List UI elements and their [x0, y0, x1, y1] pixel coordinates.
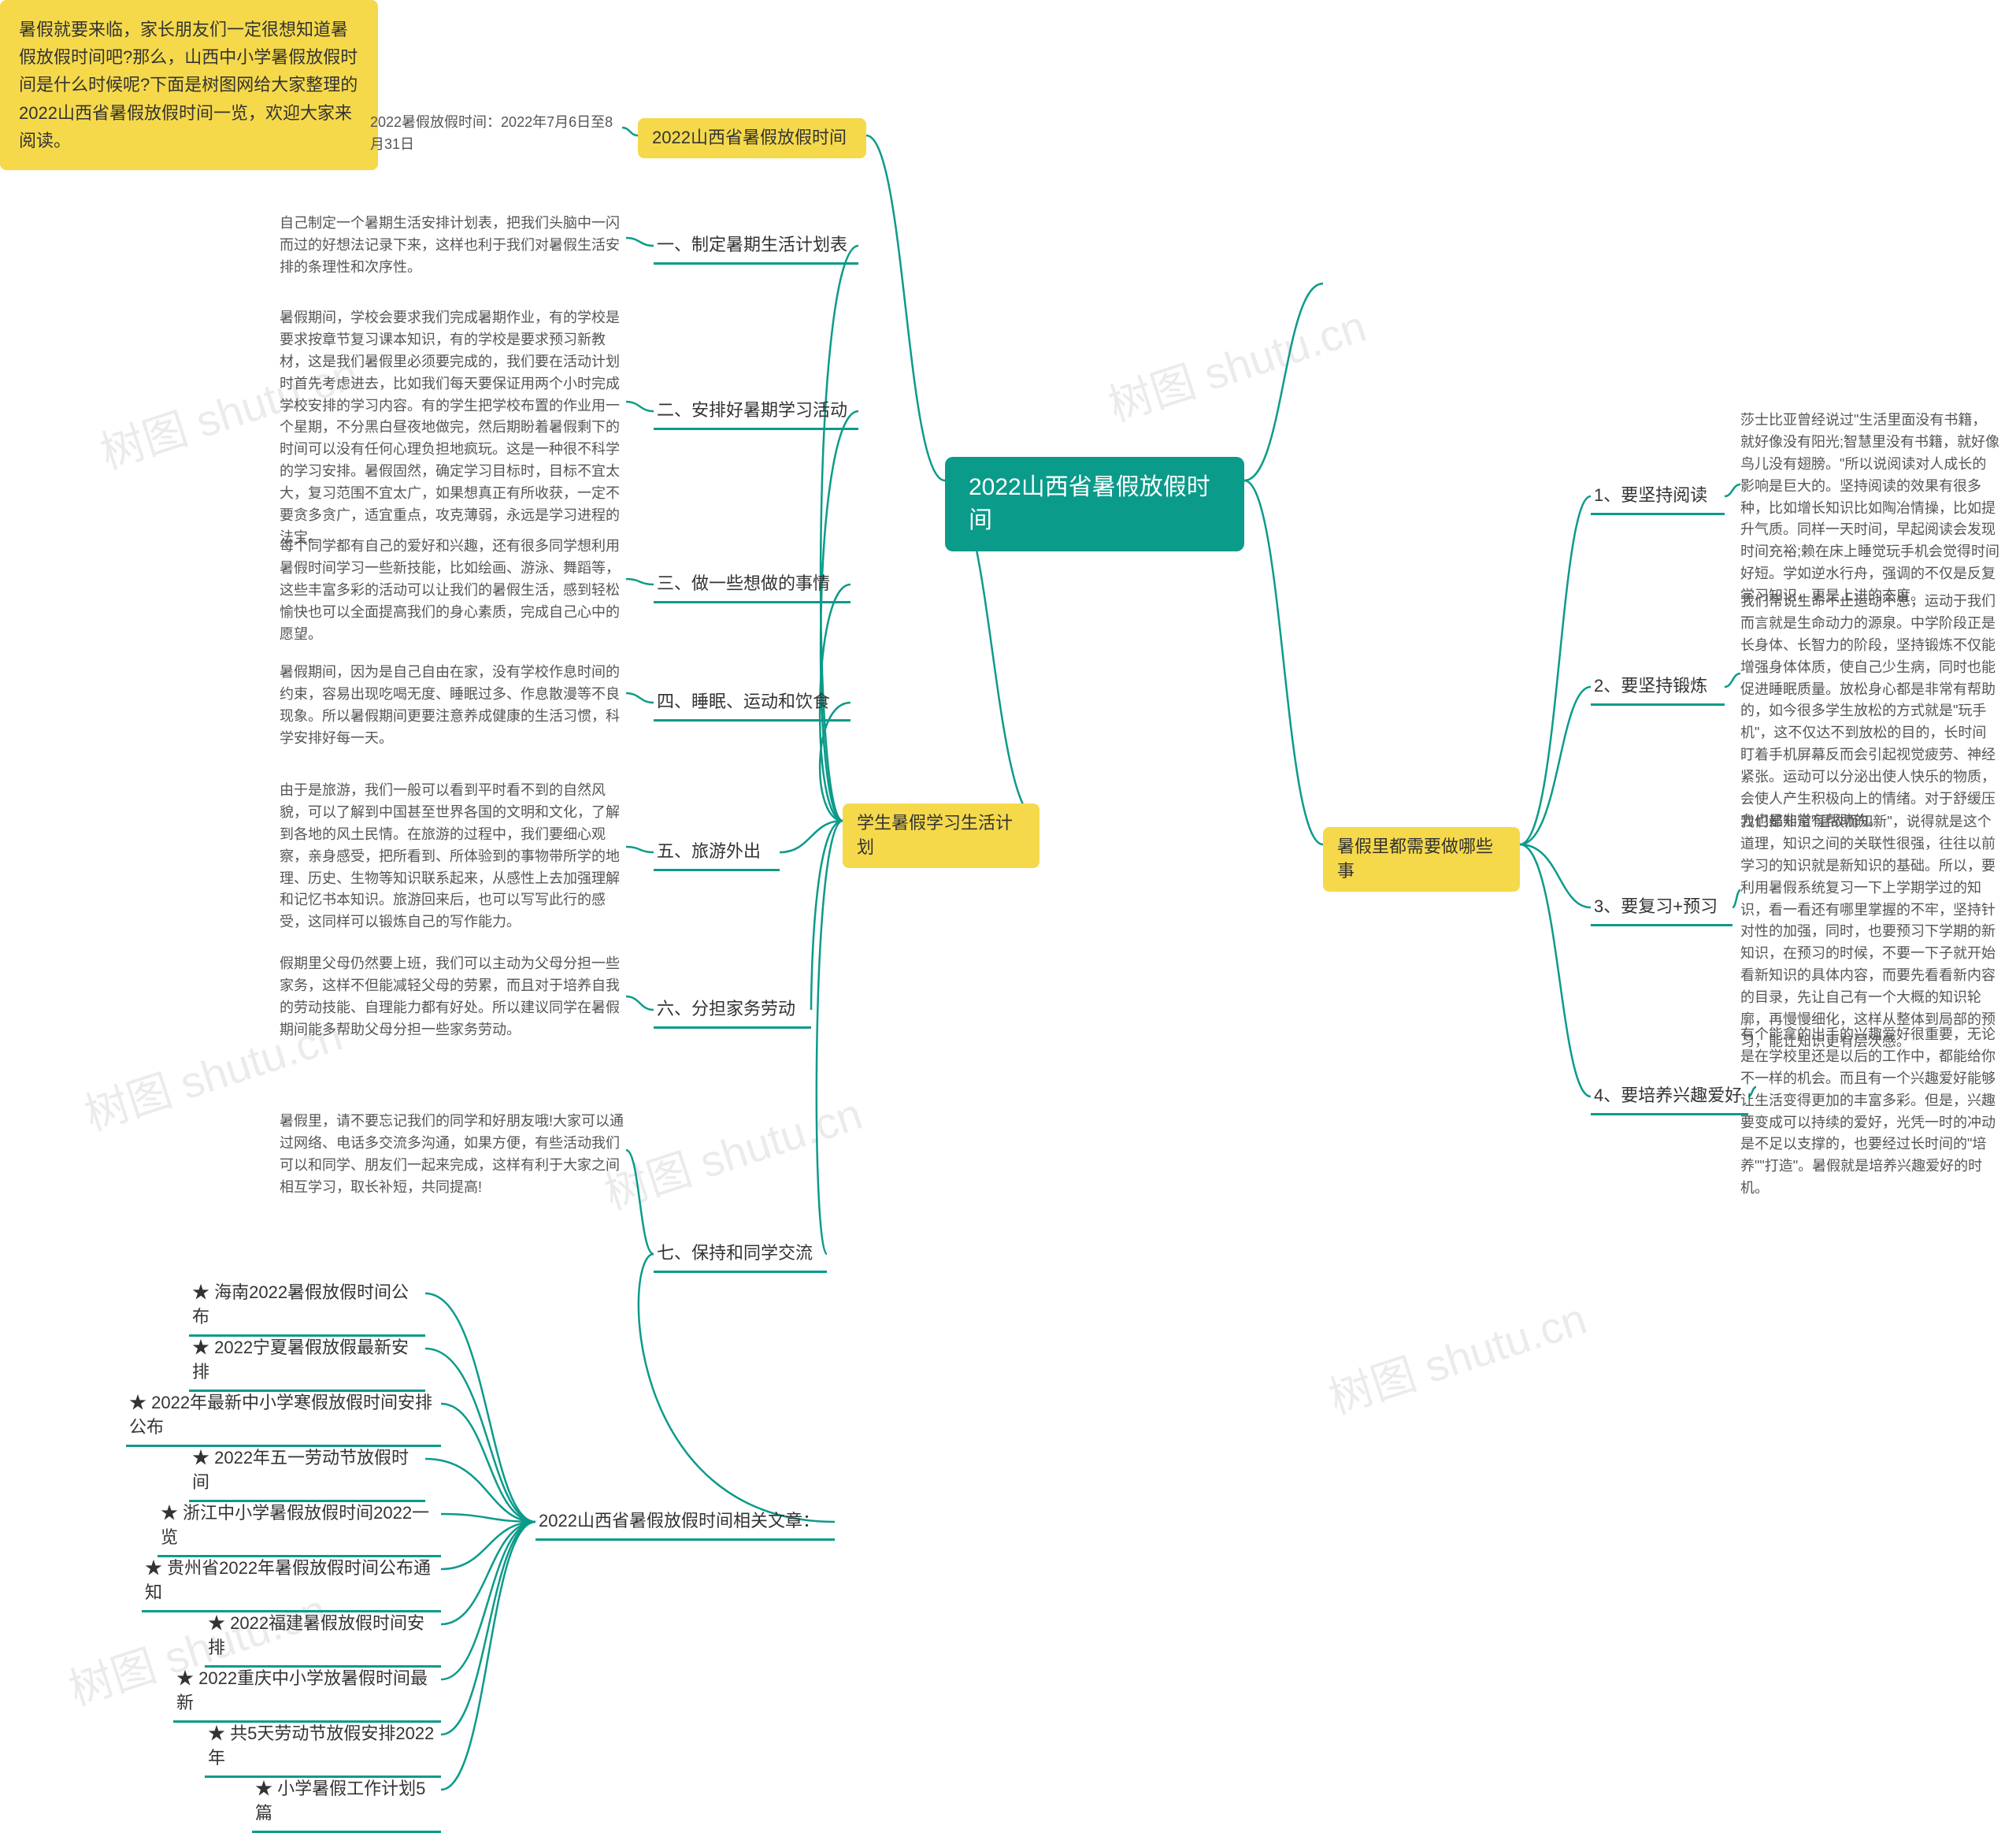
task-4-desc: 有个能拿的出手的兴趣爱好很重要，无论是在学校里还是以后的工作中，都能给你不一样的… [1740, 1024, 2000, 1200]
plan-item-2[interactable]: 二、安排好暑期学习活动 [654, 394, 858, 430]
task-3-desc: 我们都知道"温故而知新"，说得就是这个道理，知识之间的关联性很强，往往以前学习的… [1740, 811, 2000, 1053]
branch-time[interactable]: 2022山西省暑假放假时间 [638, 118, 866, 158]
root-node[interactable]: 2022山西省暑假放假时间 [945, 457, 1244, 551]
plan-item-5[interactable]: 五、旅游外出 [654, 835, 780, 871]
plan-item-3-desc: 每个同学都有自己的爱好和兴趣，还有很多同学想利用暑假时间学习一些新技能，比如绘画… [280, 536, 626, 645]
plan-item-1-desc: 自己制定一个暑期生活安排计划表，把我们头脑中一闪而过的好想法记录下来，这样也利于… [280, 213, 626, 279]
plan-item-4[interactable]: 四、睡眠、运动和饮食 [654, 685, 850, 722]
plan-item-6[interactable]: 六、分担家务劳动 [654, 993, 811, 1029]
related-3[interactable]: ★ 2022年最新中小学寒假放假时间安排公布 [126, 1386, 441, 1447]
related-7[interactable]: ★ 2022福建暑假放假时间安排 [205, 1607, 441, 1668]
branch-related[interactable]: 2022山西省暑假放假时间相关文章： [536, 1505, 835, 1541]
plan-item-1[interactable]: 一、制定暑期生活计划表 [654, 228, 858, 265]
plan-item-7[interactable]: 七、保持和同学交流 [654, 1237, 827, 1273]
task-2-desc: 我们常说生命不止运动不息，运动于我们而言就是生命动力的源泉。中学阶段正是长身体、… [1740, 591, 2000, 833]
watermark: 树图 shutu.cn [595, 1079, 869, 1223]
related-4[interactable]: ★ 2022年五一劳动节放假时间 [189, 1442, 425, 1502]
task-4[interactable]: 4、要培养兴趣爱好 [1591, 1079, 1748, 1115]
related-2[interactable]: ★ 2022宁夏暑假放假最新安排 [189, 1331, 425, 1392]
plan-item-5-desc: 由于是旅游，我们一般可以看到平时看不到的自然风貌，可以了解到中国甚至世界各国的文… [280, 780, 626, 933]
task-1-desc: 莎士比亚曾经说过"生活里面没有书籍，就好像没有阳光;智慧里没有书籍，就好像鸟儿没… [1740, 410, 2000, 607]
intro-box: 暑假就要来临，家长朋友们一定很想知道暑假放假时间吧?那么，山西中小学暑假放假时间… [0, 0, 378, 170]
branch-tasks[interactable]: 暑假里都需要做哪些事 [1323, 827, 1520, 892]
related-10[interactable]: ★ 小学暑假工作计划5篇 [252, 1772, 441, 1833]
plan-item-6-desc: 假期里父母仍然要上班，我们可以主动为父母分担一些家务，这样不但能减轻父母的劳累，… [280, 953, 626, 1041]
plan-item-2-desc: 暑假期间，学校会要求我们完成暑期作业，有的学校是要求按章节复习课本知识，有的学校… [280, 307, 626, 549]
plan-item-4-desc: 暑假期间，因为是自己自由在家，没有学校作息时间的约束，容易出现吃喝无度、睡眠过多… [280, 662, 626, 750]
watermark: 树图 shutu.cn [1320, 1284, 1594, 1427]
task-2[interactable]: 2、要坚持锻炼 [1591, 670, 1725, 706]
watermark: 树图 shutu.cn [1099, 291, 1373, 435]
related-5[interactable]: ★ 浙江中小学暑假放假时间2022一览 [158, 1497, 441, 1557]
related-8[interactable]: ★ 2022重庆中小学放暑假时间最新 [173, 1662, 441, 1723]
plan-item-3[interactable]: 三、做一些想做的事情 [654, 567, 850, 603]
task-1[interactable]: 1、要坚持阅读 [1591, 479, 1725, 515]
plan-item-7-desc: 暑假里，请不要忘记我们的同学和好朋友哦!大家可以通过网络、电话多交流多沟通，如果… [280, 1111, 626, 1199]
task-3[interactable]: 3、要复习+预习 [1591, 890, 1732, 926]
branch-time-desc: 2022暑假放假时间：2022年7月6日至8月31日 [370, 112, 622, 156]
related-9[interactable]: ★ 共5天劳动节放假安排2022年 [205, 1717, 441, 1778]
related-1[interactable]: ★ 海南2022暑假放假时间公布 [189, 1276, 425, 1337]
related-6[interactable]: ★ 贵州省2022年暑假放假时间公布通知 [142, 1552, 441, 1612]
branch-plan[interactable]: 学生暑假学习生活计划 [843, 803, 1040, 868]
